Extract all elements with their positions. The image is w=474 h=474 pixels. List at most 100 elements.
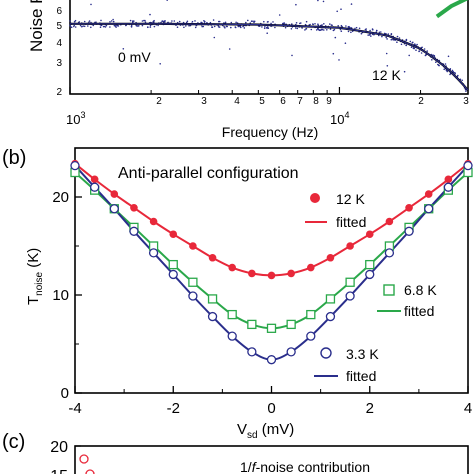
panel-a-point bbox=[291, 23, 293, 25]
panel-a-point bbox=[304, 29, 306, 31]
panel-a-point bbox=[261, 26, 263, 28]
legend-marker-6-8k bbox=[383, 284, 395, 296]
panel-a-point bbox=[420, 52, 423, 54]
panel-a-point bbox=[345, 25, 347, 27]
panel-a-point bbox=[185, 21, 188, 24]
panel-a-point bbox=[82, 25, 84, 27]
panel-a-point bbox=[83, 20, 86, 23]
panel-a-point bbox=[323, 23, 325, 25]
legend-marker-12k bbox=[310, 193, 320, 203]
panel-a-point bbox=[347, 30, 350, 33]
panel-a-x-tick-label: 9 bbox=[326, 96, 332, 107]
panel-a-point bbox=[465, 90, 467, 92]
panel-a-point bbox=[230, 21, 233, 24]
data-point-3-3-K bbox=[325, 311, 336, 322]
panel-a-x-tick-label: 7 bbox=[297, 96, 303, 107]
legend-marker-3-3k bbox=[320, 347, 332, 359]
panel-a-point bbox=[263, 27, 266, 30]
panel-a-point bbox=[410, 46, 413, 48]
panel-a-point bbox=[290, 28, 293, 30]
panel-a-series-line bbox=[70, 23, 469, 91]
panel-a-point bbox=[291, 54, 293, 57]
panel-a-point bbox=[416, 43, 418, 46]
panel-b-title: Anti-parallel configuration bbox=[118, 165, 299, 182]
panel-a-point bbox=[444, 63, 447, 65]
panel-a-point bbox=[178, 20, 181, 23]
panel-a-point bbox=[79, 24, 82, 27]
panel-a-point bbox=[69, 25, 72, 28]
panel-a-point bbox=[317, 0, 319, 2]
panel-a-point bbox=[144, 21, 147, 24]
panel-a-point bbox=[396, 35, 399, 38]
panel-a-point bbox=[305, 27, 308, 30]
panel-a-point bbox=[217, 26, 220, 28]
panel-a-point bbox=[149, 26, 152, 28]
data-point-3-3-K bbox=[207, 311, 218, 322]
data-point-3-3-K bbox=[266, 355, 277, 365]
panel-a-point bbox=[454, 71, 456, 74]
panel-a-point bbox=[432, 54, 434, 56]
legend-fit-label-3-3k: fitted bbox=[346, 368, 376, 384]
panel-a-point bbox=[334, 36, 337, 39]
panel-a-point bbox=[224, 27, 226, 29]
panel-a-point bbox=[329, 28, 332, 30]
panel-a-point bbox=[312, 23, 314, 25]
panel-a-point bbox=[194, 26, 197, 29]
panel-a-point bbox=[70, 26, 73, 29]
data-point-12-K bbox=[444, 175, 453, 184]
panel-a-point bbox=[315, 29, 318, 31]
panel-a-point bbox=[141, 24, 144, 27]
panel-a-decade-label: 103 bbox=[66, 110, 85, 127]
panel-a-point bbox=[147, 26, 149, 29]
panel-a-point bbox=[371, 28, 374, 30]
panel-b-y-tick-label: 10 bbox=[52, 287, 69, 304]
panel-c-y-tick-label: 20 bbox=[50, 439, 68, 456]
panel-a-point bbox=[171, 20, 173, 22]
panel-a-point bbox=[340, 8, 342, 10]
data-point-6-8-K bbox=[168, 259, 178, 270]
data-point-6-8-K bbox=[365, 259, 375, 270]
panel-a-point bbox=[188, 25, 190, 27]
panel-b-x-tick-label: 0 bbox=[267, 400, 275, 417]
panel-a-point bbox=[194, 20, 196, 22]
panel-a-point bbox=[69, 20, 71, 22]
data-point-3-3-K bbox=[424, 204, 434, 214]
panel-a-point bbox=[314, 23, 316, 25]
panel-c: (c) 20 15 1/f-noise contribution bbox=[2, 431, 469, 474]
panel-b-letter: (b) bbox=[2, 147, 26, 169]
panel-a-point bbox=[112, 18, 114, 21]
panel-a-y-tick-label: 6 bbox=[56, 6, 62, 17]
panel-a-point bbox=[250, 20, 253, 23]
panel-a-x-tick-label: 4 bbox=[234, 96, 240, 107]
data-point-12-K bbox=[287, 269, 295, 278]
panel-a-point bbox=[330, 24, 333, 26]
data-point-12-K bbox=[307, 263, 315, 272]
panel-a-point bbox=[176, 26, 179, 29]
panel-c-point bbox=[79, 454, 89, 464]
panel-a-point bbox=[360, 32, 363, 35]
panel-a-point bbox=[376, 29, 378, 32]
panel-a-point bbox=[135, 25, 138, 27]
panel-a-point bbox=[319, 29, 322, 32]
panel-c-y-tick-label: 15 bbox=[50, 468, 68, 474]
data-point-6-8-K bbox=[227, 309, 237, 320]
panel-a-point bbox=[116, 24, 119, 27]
panel-a-y-ticks: 6 5 4 3 2 bbox=[56, 6, 62, 98]
data-point-3-3-K bbox=[463, 160, 473, 171]
panel-a-point bbox=[412, 47, 415, 49]
panel-a-point bbox=[266, 21, 269, 23]
panel-a-point bbox=[316, 27, 319, 30]
data-point-3-3-K bbox=[443, 182, 454, 192]
data-point-6-8-K bbox=[306, 309, 316, 320]
panel-a-point bbox=[367, 34, 370, 36]
panel-a-point bbox=[340, 24, 343, 27]
panel-a-point bbox=[141, 20, 144, 22]
panel-a-point bbox=[398, 37, 401, 39]
panel-b-legend: 12 K fitted 6.8 K fitted 3.3 K fitted bbox=[305, 191, 437, 384]
panel-b-x-tick-label: 2 bbox=[366, 400, 374, 417]
panel-a-point bbox=[368, 34, 371, 36]
panel-a-point bbox=[451, 69, 454, 72]
panel-a-point bbox=[235, 21, 237, 24]
panel-a-point bbox=[278, 14, 281, 16]
panel-a-point bbox=[394, 39, 396, 41]
